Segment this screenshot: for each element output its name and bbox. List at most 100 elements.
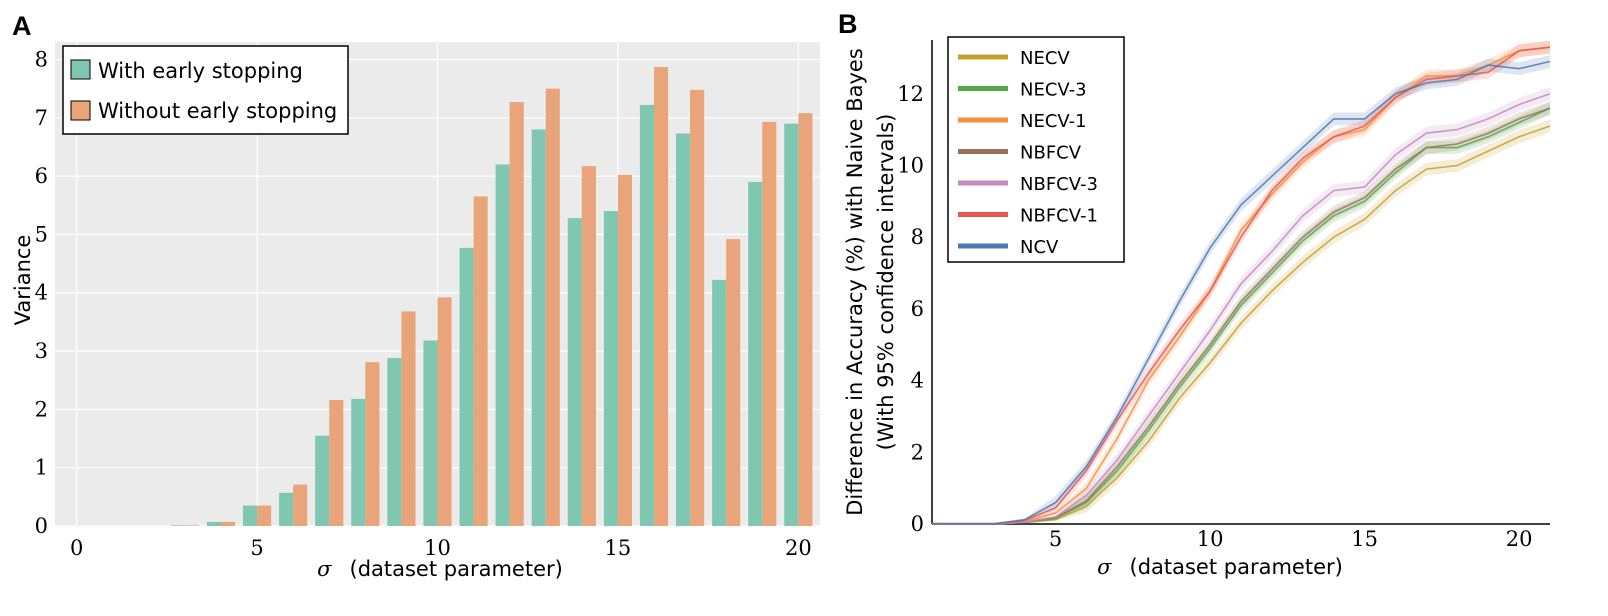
line-nbfcv-3 [932, 93, 1551, 525]
bar-without-early-stopping-sigma-18 [726, 239, 741, 526]
panel-b-x-ticks: 5 10 15 20 [1049, 527, 1533, 551]
bar-with-early-stopping-sigma-4 [206, 521, 221, 526]
panel-b-y-tick-label: 0 [911, 512, 924, 536]
panel-b-x-axis-symbol: σ [1097, 555, 1112, 579]
panel-b-y-ticks: 0 2 4 6 8 10 12 [897, 82, 924, 536]
bar-with-early-stopping-sigma-13 [531, 129, 546, 526]
bar-with-early-stopping-sigma-7 [315, 435, 330, 526]
panel-a-y-tick-label: 7 [35, 106, 48, 130]
panel-a-legend-box [62, 45, 349, 135]
bar-without-early-stopping-sigma-9 [401, 311, 416, 526]
bar-with-early-stopping-sigma-6 [279, 492, 294, 526]
panel-a-x-axis-label: σ (dataset parameter) [317, 557, 563, 581]
bar-without-early-stopping-sigma-5 [257, 505, 272, 526]
panel-a-x-axis-symbol: σ [317, 557, 332, 581]
bar-without-early-stopping-sigma-15 [617, 174, 632, 526]
panel-a: A 0 1 2 3 4 5 6 7 8 0 5 10 15 20 Variance σ (dataset … [11, 11, 820, 581]
panel-b-x-axis-text: (dataset parameter) [1130, 555, 1343, 579]
bar-with-early-stopping-sigma-18 [712, 279, 727, 526]
bar-without-early-stopping-sigma-3 [184, 525, 199, 526]
bar-without-early-stopping-sigma-8 [365, 362, 380, 526]
legend-label-nbfcv: NBFCV [1020, 143, 1082, 164]
panel-b-y-tick-label: 8 [911, 225, 924, 249]
legend-label-necv-1: NECV-1 [1020, 111, 1087, 132]
panel-a-bars [170, 67, 813, 527]
panel-b-y-tick-label: 4 [911, 369, 924, 393]
panel-a-y-tick-label: 2 [35, 397, 48, 421]
line-necv-1 [932, 46, 1551, 525]
bar-without-early-stopping-sigma-14 [581, 166, 596, 527]
band-necv [932, 119, 1550, 524]
bar-with-early-stopping-sigma-9 [387, 358, 402, 526]
bar-with-early-stopping-sigma-8 [351, 398, 366, 526]
panel-b-confidence-bands [932, 40, 1550, 525]
panel-b-y-tick-label: 6 [911, 297, 924, 321]
legend-label-necv: NECV [1020, 48, 1070, 69]
bar-with-early-stopping-sigma-16 [639, 104, 655, 527]
bar-without-early-stopping-sigma-7 [329, 400, 344, 526]
panel-a-legend: With early stopping Without early stoppi… [62, 45, 349, 135]
bar-with-early-stopping-sigma-19 [748, 181, 763, 526]
panel-a-y-tick-label: 5 [35, 222, 48, 246]
panel-a-x-tick-label: 10 [424, 536, 451, 560]
panel-a-x-tick-label: 5 [250, 536, 263, 560]
panel-b-letter: B [838, 9, 858, 39]
panel-b-legend: NECV NECV-3 NECV-1 NBFCV NBFCV-3 NBFCV-1 NCV [947, 36, 1125, 263]
panel-b-x-axis-label: σ (dataset parameter) [1097, 555, 1343, 579]
panel-b-y-tick-label: 2 [911, 440, 924, 464]
panel-b-x-tick-label: 10 [1197, 527, 1224, 551]
panel-b-lines [932, 46, 1551, 525]
panel-b-y-tick-label: 12 [897, 82, 924, 106]
legend-swatch-with-early-stopping [70, 59, 91, 80]
bar-with-early-stopping-sigma-15 [603, 211, 618, 526]
panel-b-x-tick-label: 5 [1049, 527, 1062, 551]
panel-b: B 0 2 4 6 8 10 12 5 10 15 20 Difference in Accura… [838, 9, 1551, 579]
panel-a-y-tick-label: 1 [35, 456, 48, 480]
panel-a-y-ticks: 0 1 2 3 4 5 6 7 8 [35, 47, 48, 538]
bar-with-early-stopping-sigma-14 [567, 218, 582, 526]
bar-with-early-stopping-sigma-3 [170, 525, 185, 526]
bar-without-early-stopping-sigma-6 [293, 484, 308, 526]
panel-a-x-tick-label: 15 [605, 536, 632, 560]
panel-a-y-tick-label: 4 [35, 281, 48, 305]
legend-swatch-without-early-stopping [70, 100, 91, 121]
bar-without-early-stopping-sigma-13 [545, 88, 560, 526]
bar-without-early-stopping-sigma-10 [437, 297, 452, 526]
panel-b-x-tick-label: 20 [1506, 527, 1533, 551]
panel-a-y-axis-label: Variance [11, 235, 35, 326]
line-nbfcv-1 [932, 46, 1551, 525]
panel-a-y-tick-label: 3 [35, 339, 48, 363]
bar-without-early-stopping-sigma-11 [473, 196, 488, 526]
bar-with-early-stopping-sigma-12 [495, 164, 510, 526]
panel-a-x-axis-text: (dataset parameter) [350, 557, 563, 581]
bar-with-early-stopping-sigma-17 [676, 133, 691, 526]
legend-label-ncv: NCV [1020, 237, 1059, 258]
bar-without-early-stopping-sigma-20 [798, 113, 813, 527]
bar-with-early-stopping-sigma-11 [459, 247, 474, 527]
panel-a-letter: A [12, 11, 32, 41]
bar-with-early-stopping-sigma-5 [243, 505, 258, 526]
panel-b-x-tick-label: 15 [1351, 527, 1378, 551]
panel-b-y-axis-label-line2: (With 95% confidence intervals) [874, 114, 898, 451]
bar-without-early-stopping-sigma-4 [220, 521, 236, 526]
panel-a-x-tick-label: 0 [70, 536, 83, 560]
legend-label-without-early-stopping: Without early stopping [98, 99, 337, 123]
panel-a-y-tick-label: 0 [35, 514, 48, 538]
bar-with-early-stopping-sigma-10 [423, 340, 438, 526]
bar-without-early-stopping-sigma-16 [654, 67, 669, 526]
legend-label-nbfcv-3: NBFCV-3 [1020, 174, 1098, 195]
bar-without-early-stopping-sigma-17 [690, 89, 705, 526]
panel-a-x-ticks: 0 5 10 15 20 [70, 536, 812, 560]
legend-label-necv-3: NECV-3 [1020, 80, 1087, 101]
panel-a-y-tick-label: 8 [35, 47, 48, 71]
legend-label-with-early-stopping: With early stopping [98, 59, 303, 83]
panel-a-y-tick-label: 6 [35, 164, 48, 188]
panel-b-y-axis-label: Difference in Accuracy (%) with Naive Ba… [843, 48, 867, 516]
panel-b-y-tick-label: 10 [897, 153, 924, 177]
line-ncv [932, 60, 1551, 525]
panel-a-x-tick-label: 20 [785, 536, 812, 560]
bar-with-early-stopping-sigma-20 [784, 123, 799, 527]
legend-label-nbfcv-1: NBFCV-1 [1020, 206, 1098, 227]
